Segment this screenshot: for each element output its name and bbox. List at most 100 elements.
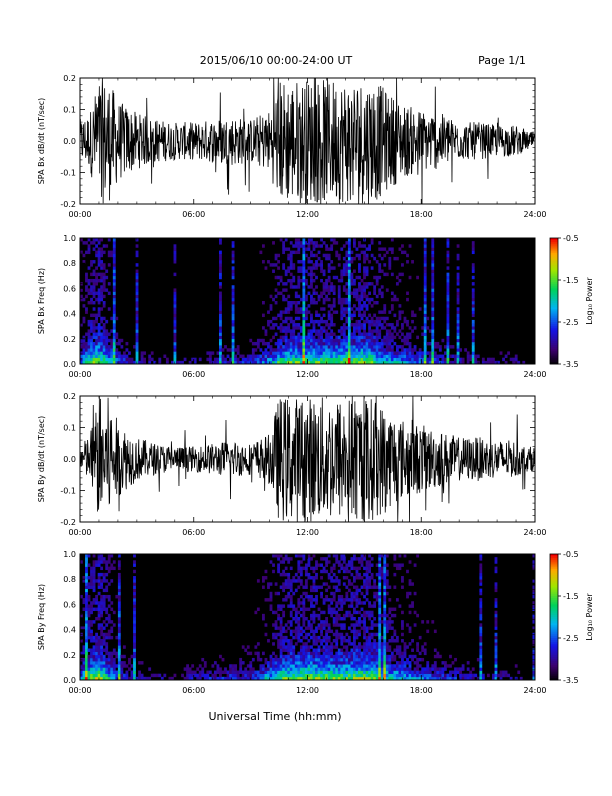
spectrogram-cell [307, 238, 311, 242]
spectrogram-cell [360, 620, 364, 624]
spectrogram-cell [365, 307, 369, 311]
spectrogram-cell [140, 661, 144, 665]
spectrogram-cell [272, 610, 275, 615]
spectrogram-cell [299, 572, 303, 577]
spectrogram-cell [90, 278, 93, 283]
spectrogram-cell [102, 294, 106, 299]
spectrogram-cell [345, 345, 349, 349]
spectrogram-cell [401, 263, 404, 267]
spectrogram-cell [292, 335, 296, 340]
spectrogram-cell [330, 304, 334, 308]
spectrogram-cell [221, 348, 225, 352]
spectrogram-cell [380, 673, 384, 678]
spectrogram-cell [446, 244, 450, 248]
spectrogram-cell [322, 582, 326, 586]
spectrogram-cell [358, 326, 361, 330]
spectrogram-cell [229, 348, 232, 352]
spectrogram-cell [390, 673, 394, 678]
spectrogram-cell [327, 310, 331, 314]
spectrogram-cell [479, 664, 483, 668]
spectrogram-cell [383, 670, 387, 674]
spectrogram-cell [426, 620, 430, 624]
spectrogram-cell [456, 319, 460, 324]
spectrogram-cell [411, 639, 414, 643]
spectrogram-cell [375, 351, 379, 355]
spectrogram-cell [85, 351, 88, 355]
spectrogram-cell [375, 319, 379, 324]
spectrogram-cell [173, 673, 177, 678]
spectrogram-cell [368, 569, 371, 574]
spectrogram-cell [479, 661, 483, 665]
spectrogram-cell [398, 563, 402, 567]
spectrogram-cell [269, 560, 273, 564]
spectrogram-cell [330, 661, 334, 665]
spectrogram-cell [358, 301, 361, 305]
spectrogram-cell [312, 576, 316, 580]
spectrogram-cell [408, 661, 412, 665]
spectrogram-cell [267, 670, 270, 674]
spectrogram-cell [373, 275, 377, 280]
spectrogram-cell [446, 329, 450, 333]
spectrogram-cell [337, 661, 341, 665]
spectrogram-cell [287, 582, 291, 586]
spectrogram-cell [100, 572, 104, 577]
spectrogram-cell [395, 256, 399, 261]
colorbar-segment [550, 240, 558, 243]
colorbar-segment [550, 558, 558, 561]
spectrogram-cell [272, 269, 275, 273]
spectrogram-cell [307, 661, 311, 665]
spectrogram-cell [312, 319, 316, 324]
spectrogram-cell [277, 360, 280, 365]
spectrogram-cell [433, 661, 437, 665]
spectrogram-cell [385, 582, 389, 586]
spectrogram-cell [274, 620, 278, 624]
spectrogram-cell [325, 569, 329, 574]
spectrogram-cell [390, 620, 394, 624]
spectrogram-cell [90, 341, 93, 346]
spectrogram-cell [332, 598, 336, 602]
spectrogram-cell [350, 598, 354, 602]
spectrogram-cell [315, 244, 318, 248]
spectrogram-cell [335, 338, 339, 343]
spectrogram-cell [112, 623, 116, 627]
spectrogram-cell [87, 654, 91, 659]
spectrogram-cell [231, 348, 235, 352]
spectrogram-cell [335, 275, 339, 280]
spectrogram-cell [342, 664, 346, 668]
spectrogram-cell [461, 664, 465, 668]
spectrogram-cell [363, 348, 366, 352]
spectrogram-cell [342, 582, 346, 586]
spectrogram-cell [378, 357, 382, 362]
colorbar-segment [550, 587, 558, 591]
spectrogram-cell [82, 645, 86, 649]
spectrogram-cell [117, 661, 121, 665]
spectrogram-cell [353, 278, 356, 283]
spectrogram-cell [158, 673, 162, 678]
spectrogram-cell [340, 601, 344, 605]
spectrogram-cell [373, 676, 377, 681]
spectrogram-cell [292, 250, 296, 255]
spectrogram-cell [378, 341, 382, 346]
spectrogram-cell [272, 623, 275, 627]
spectrogram-cell [100, 291, 104, 295]
spectrogram-cell [102, 576, 106, 580]
spectrogram-cell [304, 566, 308, 571]
spectrogram-cell [299, 607, 303, 611]
spectrogram-cell [107, 238, 111, 242]
spectrogram-cell [277, 566, 280, 571]
spectrogram-cell [287, 651, 291, 656]
spectrogram-cell [289, 345, 293, 349]
colorbar-segment [550, 343, 558, 346]
spectrogram-cell [380, 326, 384, 330]
spectrogram-cell [353, 626, 356, 630]
spectrogram-cell [456, 244, 460, 248]
spectrogram-cell [388, 263, 392, 267]
spectrogram-cell [158, 357, 162, 362]
spectrogram-cell [264, 348, 268, 352]
spectrogram-cell [315, 670, 318, 674]
spectrogram-cell [446, 332, 450, 336]
spectrogram-cell [231, 323, 235, 327]
spectrogram-cell [90, 673, 93, 678]
spectrogram-cell [373, 657, 377, 662]
